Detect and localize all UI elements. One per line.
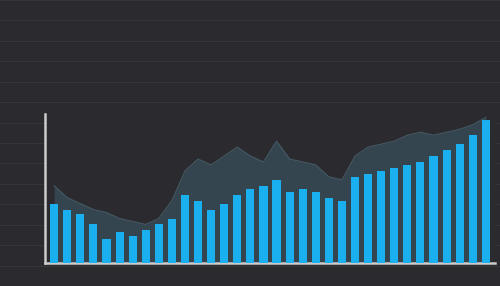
Bar bbox=[181, 195, 189, 263]
Bar bbox=[260, 186, 268, 263]
Bar bbox=[233, 195, 241, 263]
Bar bbox=[220, 204, 228, 263]
Bar bbox=[416, 162, 424, 263]
Bar bbox=[168, 219, 176, 263]
Bar bbox=[482, 120, 490, 263]
Bar bbox=[50, 204, 58, 263]
Bar bbox=[155, 225, 163, 263]
Bar bbox=[142, 231, 150, 263]
Bar bbox=[338, 201, 346, 263]
Bar bbox=[272, 180, 280, 263]
Bar bbox=[207, 210, 215, 263]
Bar bbox=[298, 189, 307, 263]
Bar bbox=[404, 165, 411, 263]
Bar bbox=[442, 150, 450, 263]
Bar bbox=[364, 174, 372, 263]
Bar bbox=[128, 236, 136, 263]
Bar bbox=[116, 232, 124, 263]
Bar bbox=[312, 192, 320, 263]
Bar bbox=[90, 225, 98, 263]
Bar bbox=[194, 201, 202, 263]
Bar bbox=[246, 189, 254, 263]
Bar bbox=[468, 135, 477, 263]
Bar bbox=[102, 239, 110, 263]
Bar bbox=[76, 214, 84, 263]
Bar bbox=[325, 198, 333, 263]
Bar bbox=[390, 168, 398, 263]
Bar bbox=[351, 177, 359, 263]
Bar bbox=[456, 144, 464, 263]
Bar bbox=[377, 171, 385, 263]
Bar bbox=[63, 210, 72, 263]
Bar bbox=[430, 156, 438, 263]
Bar bbox=[286, 192, 294, 263]
